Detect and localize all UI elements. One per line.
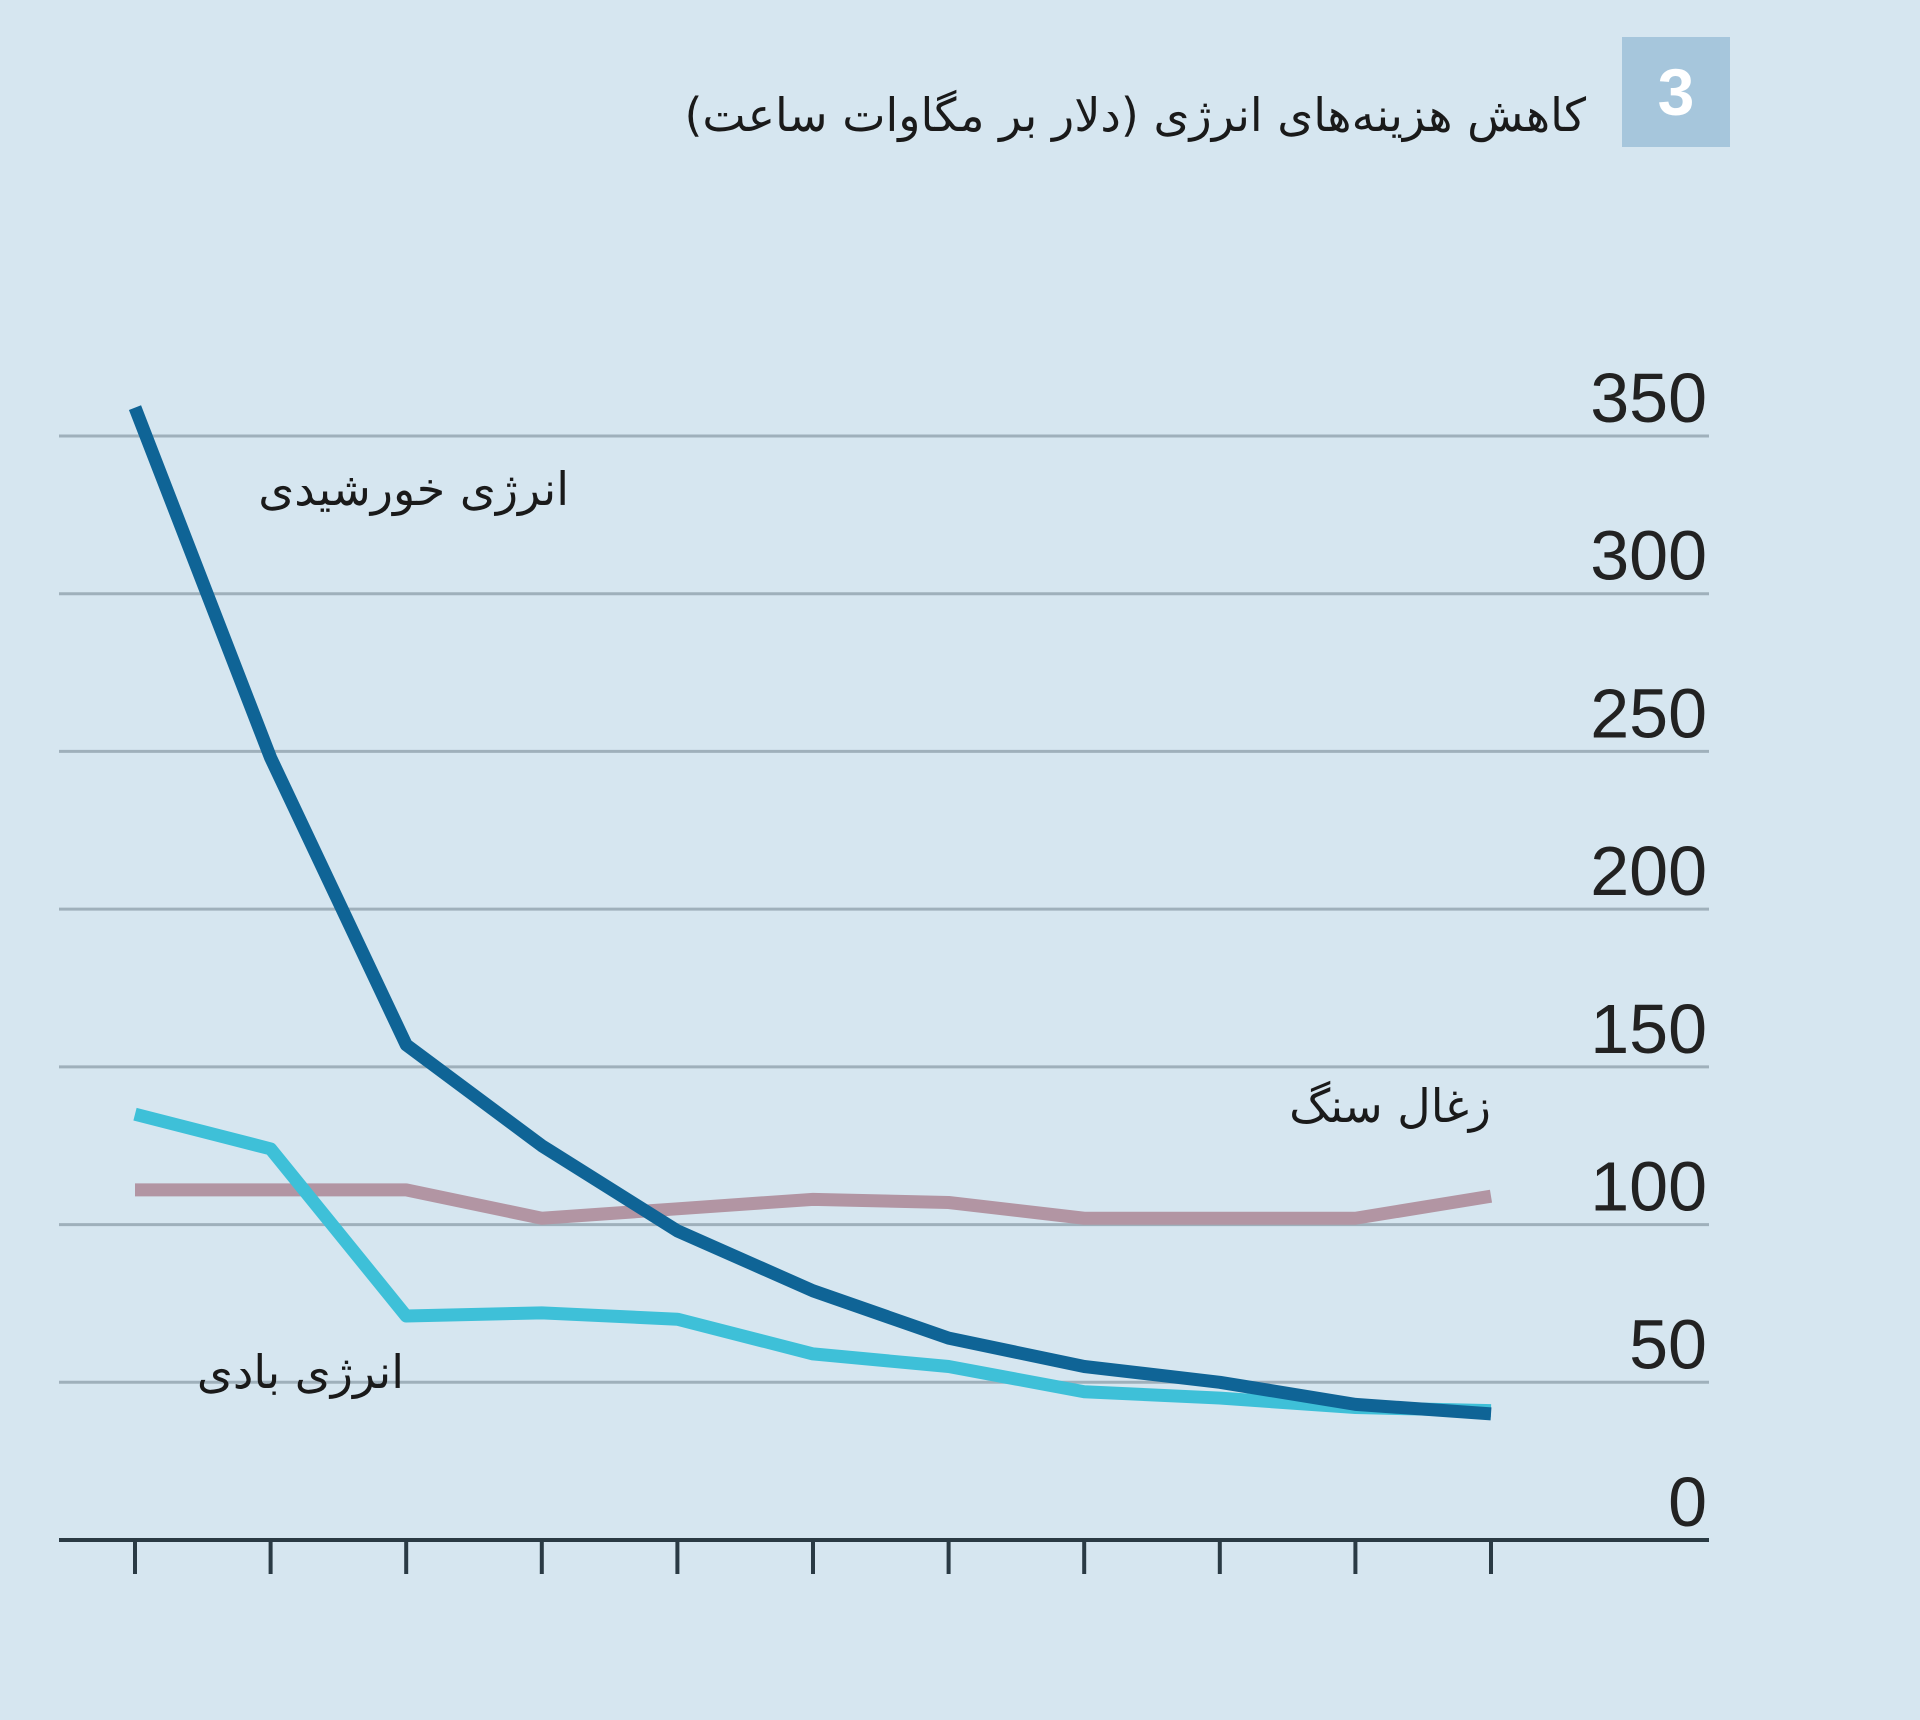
wind-label: انرژی بادی (197, 1345, 404, 1400)
coal-label: زغال سنگ (1289, 1079, 1491, 1133)
y-tick-label: 250 (1590, 674, 1707, 752)
series-line (128, 405, 1492, 1421)
series-line (135, 1183, 1493, 1225)
chart-title: کاهش هزینه‌های انرژی (دلار بر مگاوات ساع… (684, 88, 1586, 142)
series-line (133, 1107, 1492, 1418)
y-tick-label: 200 (1590, 832, 1707, 910)
y-tick-label: 50 (1629, 1305, 1707, 1383)
solar-label: انرژی خورشیدی (258, 462, 569, 517)
y-tick-label: 350 (1590, 359, 1707, 437)
y-tick-label: 300 (1590, 517, 1707, 595)
y-tick-label: 100 (1590, 1148, 1707, 1226)
y-tick-label: 0 (1668, 1463, 1707, 1541)
y-tick-label: 150 (1590, 990, 1707, 1068)
chart-number-badge: 3 (1622, 37, 1730, 147)
